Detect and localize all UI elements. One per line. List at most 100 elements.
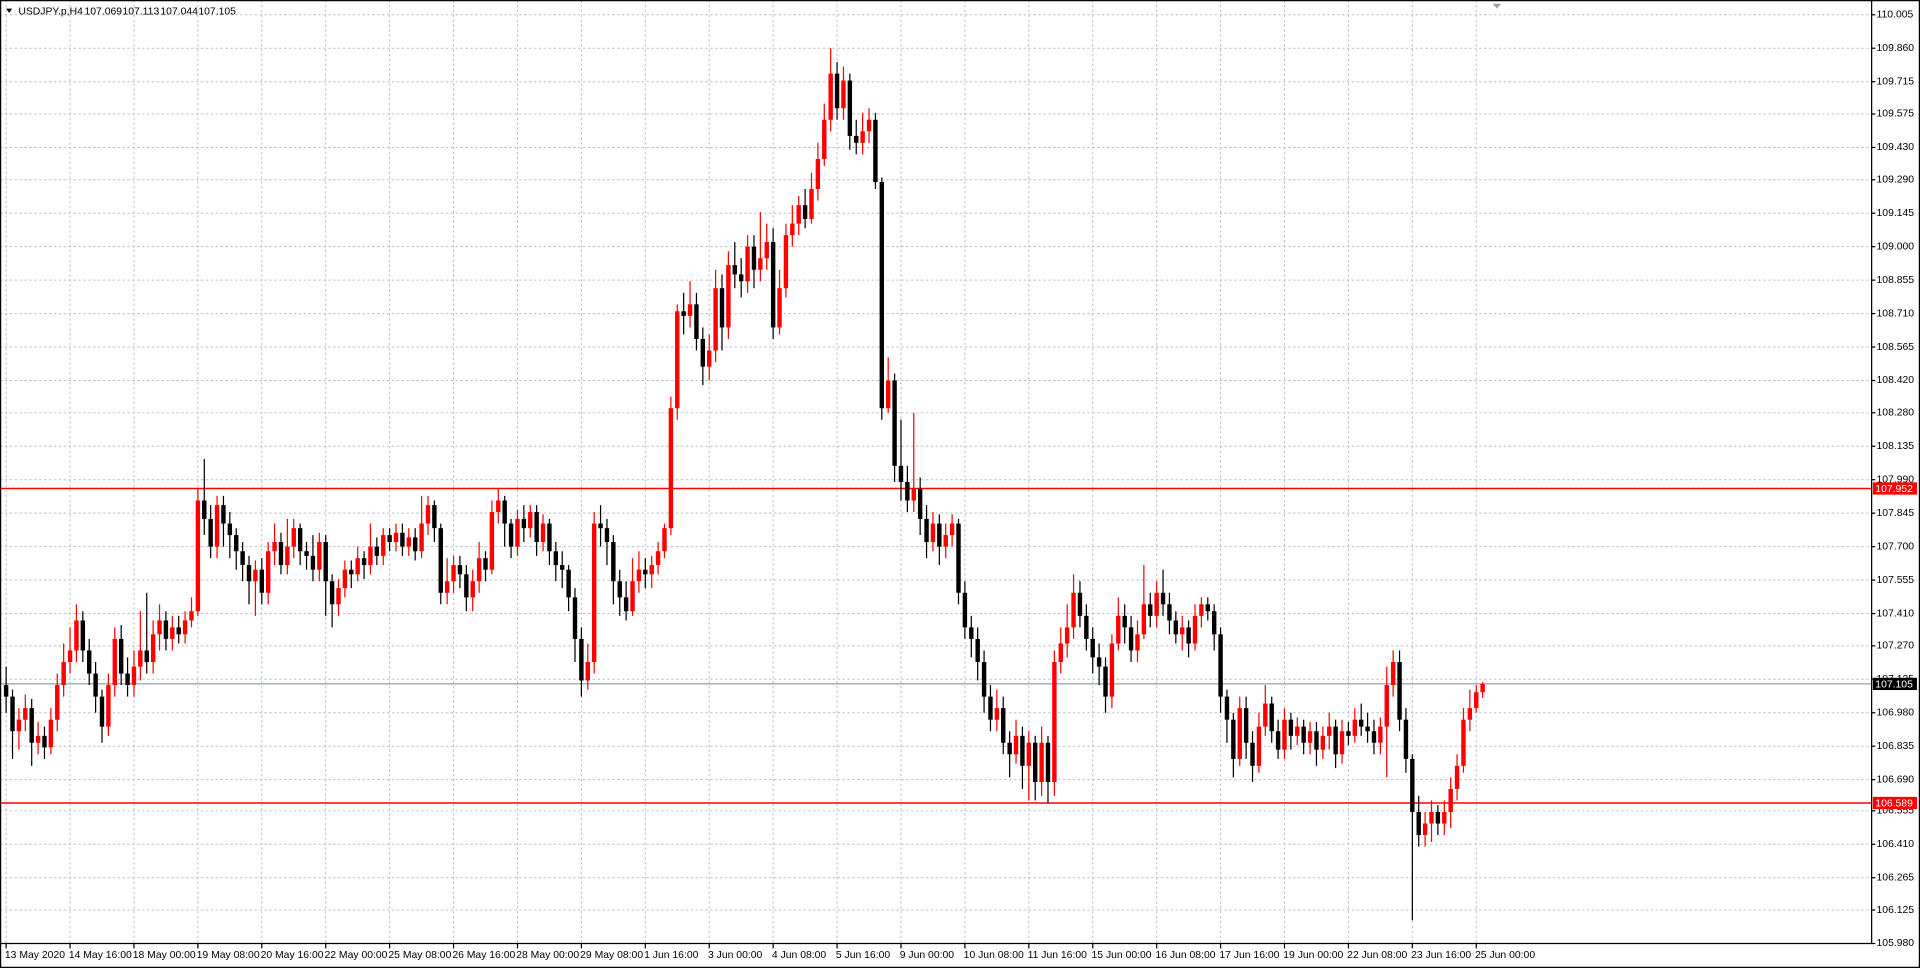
candle-body [438,528,443,593]
candle-body [1301,726,1306,743]
candle-body [719,288,725,328]
candle-body [1288,719,1294,736]
candle-body [329,581,335,605]
candle-body [617,581,622,598]
candle-body [227,523,233,536]
candle-body [259,569,264,593]
candle-body [770,242,776,328]
candle-body [16,719,22,732]
candle-body [1001,708,1006,743]
candle-body [444,581,450,593]
price-level-label: 106.589 [1875,798,1913,809]
candle-body [528,512,533,529]
y-tick-label: 106.125 [1877,905,1915,916]
candle-body [738,274,744,282]
candle-body [1403,719,1409,759]
candle-body [1026,742,1032,766]
candle-body [655,551,661,566]
candle-body [1352,719,1358,736]
candle-body [483,558,488,570]
y-tick-label: 107.700 [1877,541,1915,552]
candle-body [234,535,239,552]
x-tick-label: 18 May 00:00 [133,950,196,961]
candle-body [879,182,885,409]
candle-body [1045,742,1051,782]
candle-body [74,620,79,651]
candle-body [189,611,194,621]
candle-body [61,661,66,686]
candle-body [841,80,846,109]
candle-body [1295,726,1300,736]
candle-body [758,258,763,270]
x-tick-label: 26 May 16:00 [452,950,515,961]
candle-body [489,512,495,570]
candle-body [1077,592,1083,616]
candle-body [412,537,418,552]
y-tick-label: 109.430 [1877,142,1915,153]
candle-body [790,223,795,236]
candle-body [55,685,60,720]
candle-body [387,535,392,543]
candle-body [630,581,635,612]
candle-body [694,304,699,339]
candle-body [937,523,942,547]
y-tick-label: 109.860 [1877,43,1915,54]
header-arrow [6,8,13,13]
candle-body [131,666,137,686]
candle-body [144,650,149,662]
candle-body [834,73,840,109]
grid-layer [0,0,1872,944]
candle-body [400,532,405,547]
candle-body [355,558,360,575]
candle-body [1442,811,1447,824]
candle-body [1199,604,1204,616]
candle-body [182,620,188,635]
candle-body [917,488,923,519]
candle-body [828,73,833,120]
candle-body [1154,592,1159,616]
y-tick-label: 109.715 [1877,76,1915,87]
candle-body [1320,735,1326,750]
candle-body [425,505,431,524]
candle-body [643,569,648,575]
candle-body [547,523,552,552]
candle-body [751,246,757,270]
candle-body [707,350,712,367]
candle-body [291,528,296,547]
candle-body [138,650,143,667]
y-tick-label: 108.280 [1877,408,1915,419]
candle-body [822,119,827,159]
candle-body [1237,708,1242,759]
y-tick-label: 107.555 [1877,575,1915,586]
candle-body [745,246,750,282]
candle-body [1231,719,1236,759]
candle-body [802,205,808,219]
y-tick-label: 106.555 [1877,806,1915,817]
candle-body [1128,627,1134,651]
price-level-label: 107.952 [1875,484,1913,495]
candle-body [764,242,769,259]
candle-body [1384,685,1389,727]
candle-body [566,569,571,598]
candle-body [1007,742,1012,755]
candle-body [10,696,15,732]
x-tick-label: 25 May 08:00 [388,950,451,961]
x-tick-label: 22 May 00:00 [324,950,387,961]
candle-body [700,338,706,367]
candle-body [157,620,162,635]
candle-body [1224,696,1230,720]
candle-body [1135,634,1140,651]
candle-body [1327,726,1332,736]
shift-marker [1492,3,1502,9]
header-close: 107.105 [198,6,236,17]
candle-body [1033,742,1038,782]
candle-body [713,288,718,351]
chart-header: USDJPY.p,H4 107.069 107.113 107.044 107.… [6,6,236,17]
y-tick-label: 106.410 [1877,839,1915,850]
candle-body [1378,726,1383,743]
candle-body [611,542,616,582]
candle-body [457,565,463,575]
candle-body [598,523,603,529]
